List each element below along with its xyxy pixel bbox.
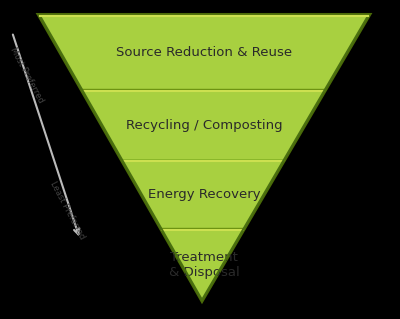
Text: Source Reduction & Reuse: Source Reduction & Reuse [116, 46, 292, 59]
Text: Treatment
& Disposal: Treatment & Disposal [169, 251, 239, 279]
Polygon shape [40, 16, 368, 89]
Text: Most Preferred: Most Preferred [8, 46, 45, 105]
Polygon shape [83, 91, 324, 160]
Text: Recycling / Composting: Recycling / Composting [126, 119, 282, 132]
Text: Least Preferred: Least Preferred [48, 180, 86, 241]
Polygon shape [162, 230, 243, 300]
Polygon shape [38, 14, 370, 301]
Text: Energy Recovery: Energy Recovery [148, 188, 260, 201]
Polygon shape [123, 161, 283, 228]
